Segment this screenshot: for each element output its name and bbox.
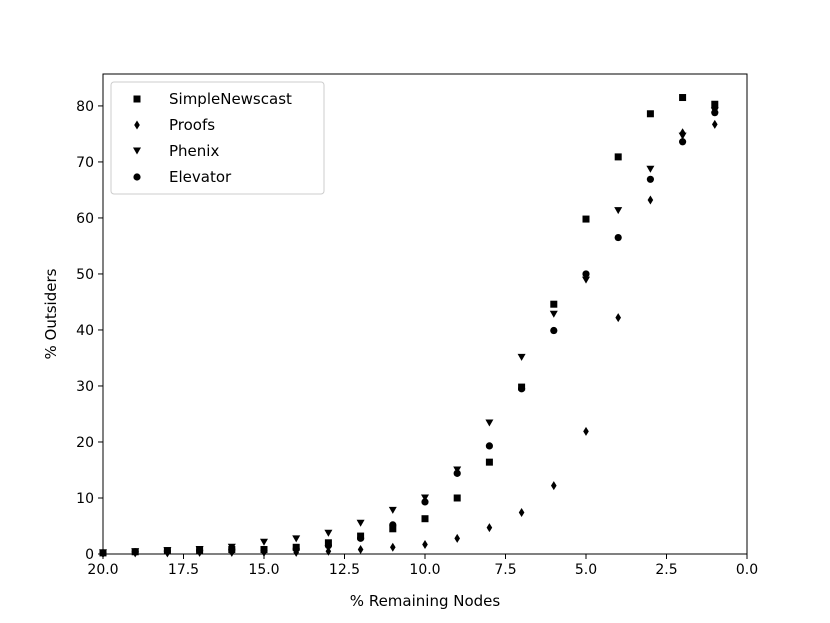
- data-point: [615, 313, 621, 323]
- x-tick-label: 10.0: [409, 562, 440, 578]
- y-axis: 0 10 20 30 40 50 60 70 80: [76, 99, 103, 563]
- data-point: [485, 419, 494, 427]
- x-axis: 20.0 17.5 15.0 12.5 10.0 7.5 5.0 2.5 0.0: [87, 554, 758, 578]
- data-point: [712, 119, 718, 129]
- data-point: [485, 458, 493, 466]
- data-point: [388, 506, 397, 514]
- data-point: [518, 508, 525, 518]
- data-point: [260, 546, 268, 554]
- y-tick-label: 60: [76, 211, 94, 227]
- data-point: [646, 165, 655, 173]
- data-point: [196, 547, 204, 555]
- y-tick-label: 80: [76, 99, 94, 115]
- data-point: [292, 545, 300, 553]
- data-point: [679, 138, 687, 146]
- legend-item: Proofs: [134, 116, 215, 134]
- data-point: [583, 426, 589, 436]
- data-points: [99, 94, 719, 558]
- data-point: [614, 233, 622, 242]
- legend-marker: [133, 147, 141, 155]
- data-point: [647, 195, 654, 205]
- data-point: [582, 270, 590, 278]
- data-point: [582, 276, 590, 284]
- data-point: [453, 494, 461, 502]
- legend-box: [110, 81, 325, 195]
- data-point: [228, 545, 236, 554]
- data-point: [518, 385, 526, 393]
- legend-item: Elevator: [133, 168, 232, 186]
- data-point: [517, 353, 526, 361]
- data-point: [260, 538, 268, 546]
- y-tick-label: 20: [76, 435, 94, 451]
- data-point: [389, 521, 397, 529]
- data-point: [292, 535, 301, 543]
- data-point: [486, 523, 493, 533]
- data-point: [325, 546, 332, 556]
- data-point: [711, 100, 719, 108]
- legend-label: SimpleNewscast: [169, 90, 292, 108]
- y-tick-label: 40: [76, 323, 94, 339]
- y-axis-label: % Outsiders: [42, 268, 60, 359]
- data-point: [646, 175, 655, 183]
- data-point: [550, 300, 558, 308]
- legend: SimpleNewscast Proofs Phenix Elevator: [110, 81, 325, 195]
- data-point: [711, 109, 719, 117]
- data-point: [163, 547, 171, 555]
- x-tick-label: 2.5: [655, 562, 677, 578]
- x-tick-label: 12.5: [329, 562, 360, 578]
- data-point: [356, 519, 365, 527]
- data-point: [550, 326, 558, 335]
- legend-label: Elevator: [169, 168, 232, 186]
- legend-marker: [133, 95, 141, 103]
- x-tick-label: 5.0: [575, 562, 597, 578]
- data-point: [421, 515, 429, 523]
- data-point: [646, 110, 654, 118]
- legend-marker: [133, 173, 141, 181]
- y-tick-label: 50: [76, 267, 94, 283]
- data-point: [421, 494, 429, 502]
- data-point: [679, 94, 687, 102]
- data-point: [357, 534, 365, 542]
- data-point: [421, 498, 429, 506]
- data-point: [614, 207, 623, 215]
- data-point: [678, 132, 687, 140]
- x-tick-label: 20.0: [87, 562, 118, 578]
- data-point: [454, 533, 460, 543]
- legend-label: Proofs: [169, 116, 215, 134]
- y-tick-label: 10: [76, 491, 94, 507]
- series-elevator: [99, 109, 719, 557]
- x-tick-label: 17.5: [168, 562, 199, 578]
- data-point: [549, 310, 558, 318]
- data-point: [422, 539, 428, 549]
- data-point: [357, 545, 364, 555]
- data-point: [582, 215, 590, 223]
- data-point: [485, 442, 493, 450]
- data-point: [453, 469, 461, 477]
- data-point: [614, 153, 622, 161]
- data-point: [389, 525, 397, 533]
- legend-item: Phenix: [133, 142, 219, 160]
- data-point: [324, 529, 333, 537]
- legend-label: Phenix: [169, 142, 219, 160]
- data-point: [324, 541, 332, 550]
- y-tick-label: 0: [85, 547, 94, 563]
- legend-item: SimpleNewscast: [133, 90, 292, 108]
- x-axis-label: % Remaining Nodes: [350, 592, 501, 610]
- y-tick-label: 70: [76, 155, 94, 171]
- x-tick-label: 7.5: [494, 562, 516, 578]
- legend-marker: [134, 120, 140, 130]
- x-tick-label: 0.0: [736, 562, 758, 578]
- x-tick-label: 15.0: [248, 562, 279, 578]
- y-tick-label: 30: [76, 379, 94, 395]
- data-point: [551, 481, 557, 491]
- data-point: [390, 542, 396, 552]
